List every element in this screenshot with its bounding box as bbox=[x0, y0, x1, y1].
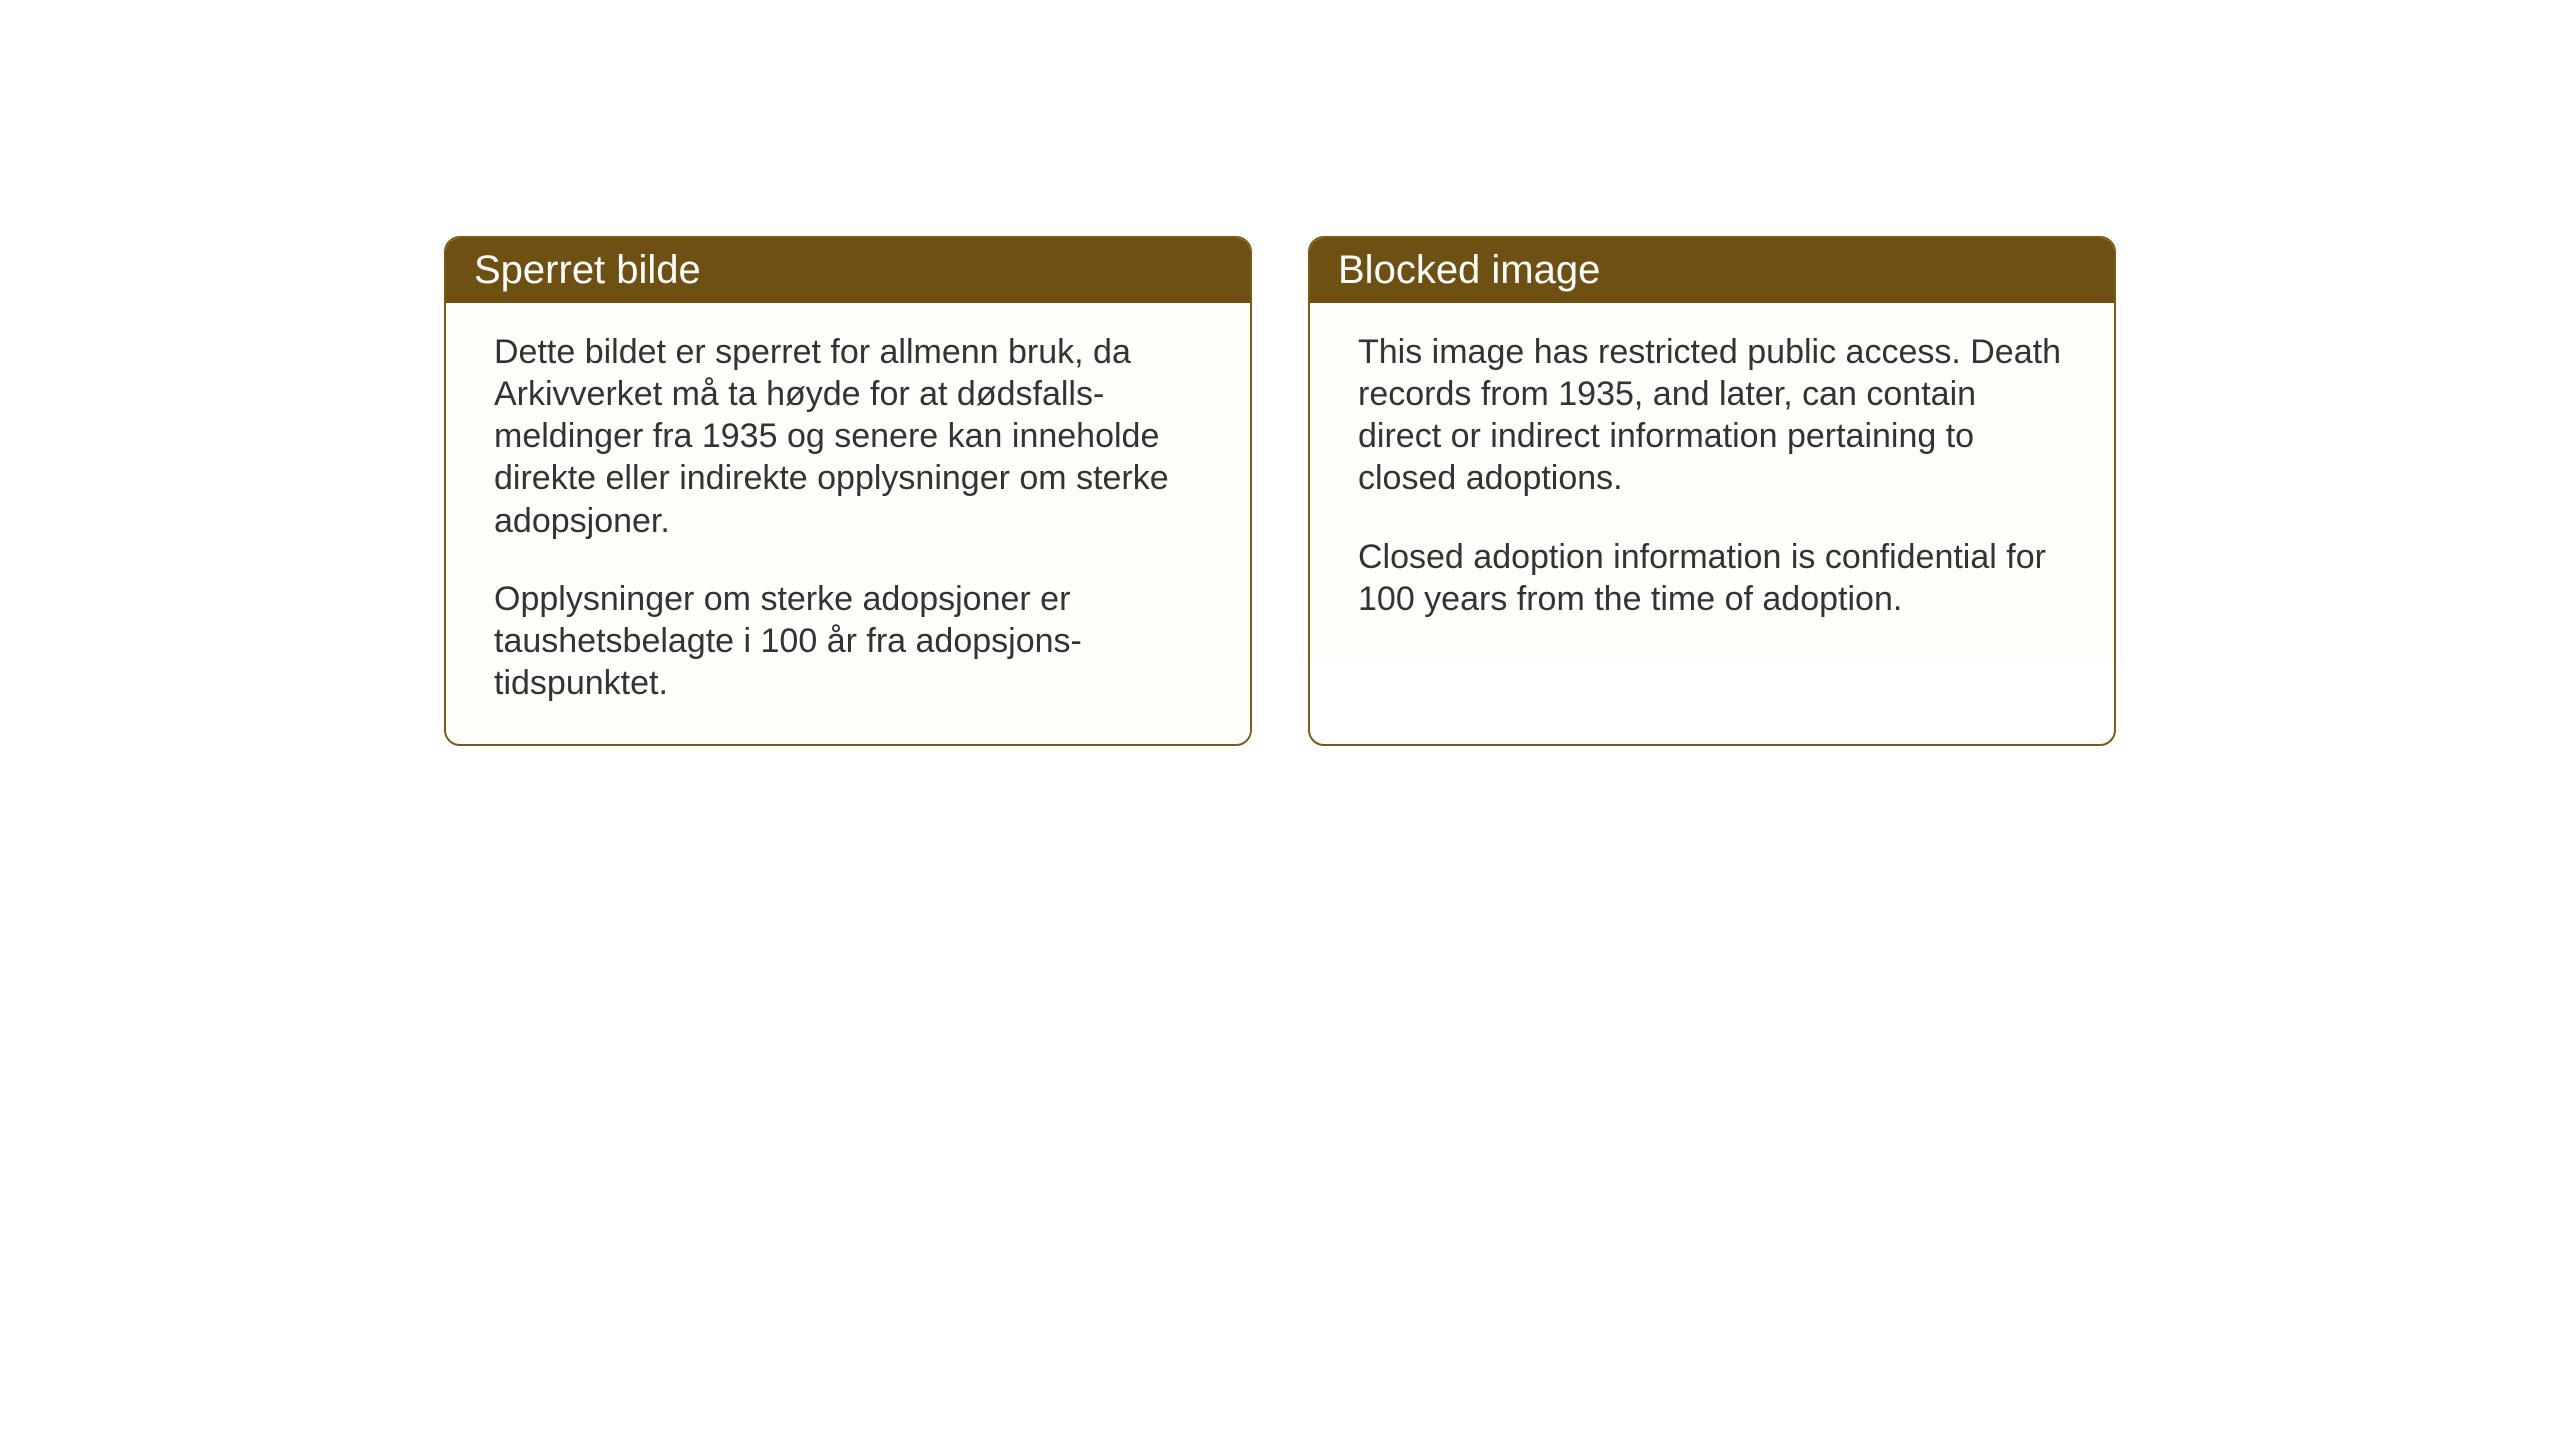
notice-container: Sperret bilde Dette bildet er sperret fo… bbox=[444, 236, 2116, 746]
notice-paragraph-2-english: Closed adoption information is confident… bbox=[1358, 536, 2066, 620]
notice-paragraph-2-norwegian: Opplysninger om sterke adopsjoner er tau… bbox=[494, 578, 1202, 704]
notice-body-english: This image has restricted public access.… bbox=[1310, 303, 2114, 660]
notice-paragraph-1-norwegian: Dette bildet er sperret for allmenn bruk… bbox=[494, 331, 1202, 542]
notice-card-norwegian: Sperret bilde Dette bildet er sperret fo… bbox=[444, 236, 1252, 746]
notice-card-english: Blocked image This image has restricted … bbox=[1308, 236, 2116, 746]
notice-title-norwegian: Sperret bilde bbox=[474, 248, 701, 292]
notice-header-norwegian: Sperret bilde bbox=[446, 238, 1250, 303]
notice-paragraph-1-english: This image has restricted public access.… bbox=[1358, 331, 2066, 500]
notice-header-english: Blocked image bbox=[1310, 238, 2114, 303]
notice-body-norwegian: Dette bildet er sperret for allmenn bruk… bbox=[446, 303, 1250, 744]
notice-title-english: Blocked image bbox=[1338, 248, 1600, 292]
